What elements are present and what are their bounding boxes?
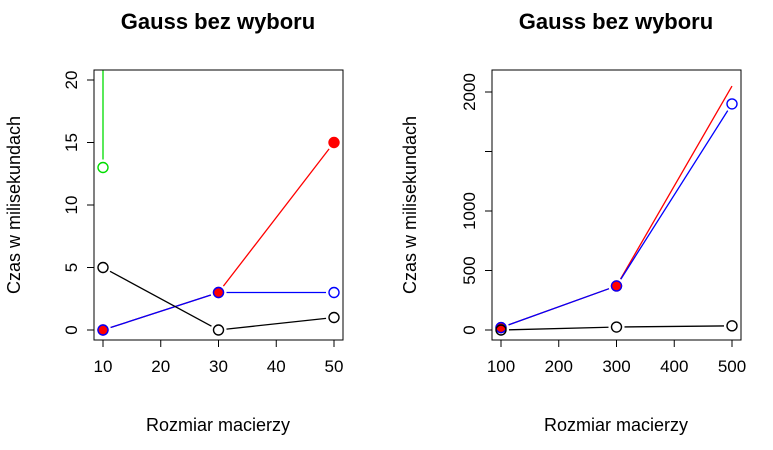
y-axis-label: Czas w milisekundach [400, 116, 420, 294]
y-tick-label: 15 [62, 133, 81, 152]
series-segment [620, 110, 729, 280]
y-tick-label: 0 [62, 325, 81, 334]
series-segment [222, 148, 330, 287]
data-point [97, 324, 109, 336]
data-point [495, 324, 507, 336]
x-tick-label: 100 [487, 357, 515, 376]
series-segment [624, 325, 725, 328]
x-tick-label: 40 [267, 357, 286, 376]
data-point [328, 286, 340, 299]
x-tick-label: 300 [602, 357, 630, 376]
y-tick-label: 2000 [460, 73, 479, 111]
data-point [328, 311, 340, 324]
x-tick-label: 10 [94, 357, 113, 376]
chart-title: Gauss bez wyboru [121, 9, 315, 34]
data-point [610, 280, 623, 292]
y-tick-label: 5 [62, 263, 81, 272]
x-axis-label: Rozmiar macierzy [544, 415, 688, 435]
series-segment [619, 85, 733, 280]
y-axis-label: Czas w milisekundach [4, 116, 24, 294]
series-segment [508, 288, 610, 326]
x-tick-label: 200 [545, 357, 573, 376]
plot-area-frame [93, 69, 344, 341]
data-point [610, 321, 623, 333]
data-point [97, 161, 109, 174]
data-point [212, 286, 225, 299]
x-tick-label: 50 [325, 357, 344, 376]
y-tick-label: 10 [62, 196, 81, 215]
series-segment [226, 317, 327, 330]
data-point [97, 261, 109, 274]
plot-area-frame [491, 69, 742, 341]
series-line [109, 270, 327, 330]
series-layer [97, 70, 340, 336]
y-tick-label: 20 [62, 71, 81, 90]
series-line [110, 291, 326, 329]
x-tick-label: 30 [209, 357, 228, 376]
tick-layer: 100 200 300 400 500 0 500 1000 2000 [460, 73, 746, 376]
y-tick-label: 500 [460, 256, 479, 284]
y-tick-label: 1000 [460, 192, 479, 230]
tick-layer: 10 20 30 40 50 0 5 10 15 20 [62, 71, 343, 376]
data-point [726, 98, 738, 110]
series-segment [109, 270, 212, 327]
y-tick-label: 0 [460, 325, 479, 334]
series-line [508, 110, 729, 326]
series-line [110, 148, 330, 329]
data-point [726, 320, 738, 332]
data-point [328, 136, 340, 149]
series-segment [508, 326, 609, 331]
x-tick-label: 500 [718, 357, 746, 376]
x-tick-label: 400 [660, 357, 688, 376]
x-axis-label: Rozmiar macierzy [146, 415, 290, 435]
chart-title: Gauss bez wyboru [519, 9, 713, 34]
x-tick-label: 20 [151, 357, 170, 376]
series-line [508, 325, 725, 331]
series-layer [495, 85, 738, 336]
chart-left: Gauss bez wyboru Rozmiar macierzy Czas w… [4, 9, 344, 435]
data-point [212, 324, 225, 336]
chart-right: Gauss bez wyboru Rozmiar macierzy Czas w… [400, 9, 746, 435]
series-segment [110, 294, 212, 329]
